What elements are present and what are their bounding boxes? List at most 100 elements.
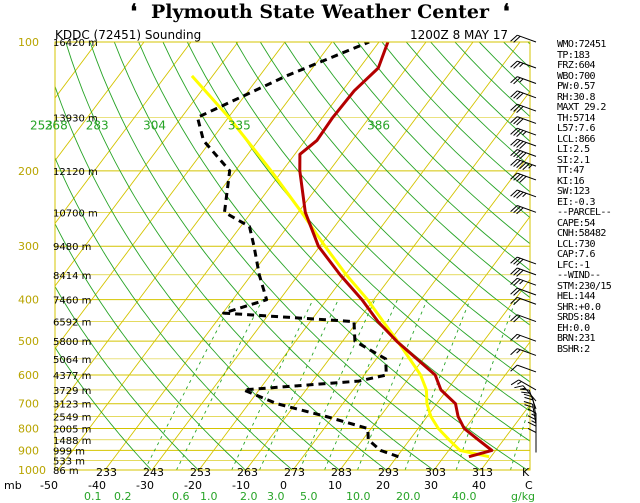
stat-line: KI:16 — [557, 175, 585, 187]
kelvin-tick-label: 293 — [378, 466, 399, 479]
wind-barb-flag — [519, 280, 524, 285]
wind-barb-icon — [510, 296, 537, 306]
wind-barb-icon — [510, 172, 537, 183]
wind-barb-flag — [516, 118, 524, 126]
stat-line: TP:183 — [557, 49, 590, 61]
wind-barb-icon — [527, 415, 537, 440]
mixing-ratio-line — [176, 299, 263, 470]
height-label: 13930 m — [53, 113, 98, 124]
pressure-tick-label: 400 — [18, 294, 39, 307]
wind-barb-flag — [516, 258, 524, 266]
wind-barb-flag — [531, 413, 537, 417]
isotherm-line — [55, 42, 286, 350]
wind-barb-flag — [510, 116, 518, 124]
wind-barb-flag — [531, 420, 537, 424]
wind-barb-flag — [516, 349, 521, 354]
stat-line: TH:5714 — [557, 112, 596, 124]
wind-barb-shaft — [517, 34, 537, 43]
wind-barb-flag — [522, 163, 530, 171]
dry-adiabat-line — [113, 42, 481, 470]
wind-barb-flag — [513, 104, 521, 112]
wind-barb-shaft — [517, 314, 537, 323]
wind-barb-flag — [510, 158, 518, 166]
mixing-ratio-line — [357, 299, 428, 470]
right-flourish-icon: ❛ — [503, 0, 510, 23]
wind-barb-icon — [510, 34, 537, 43]
sounding-header: KDDC (72451) Sounding 1200Z 8 MAY 17 — [0, 28, 640, 44]
wind-barb-icon — [510, 348, 537, 356]
wind-barb-flag — [513, 288, 521, 296]
wind-barb-flag — [513, 160, 521, 167]
wind-barb-flag — [516, 92, 524, 100]
wind-barb-shaft — [517, 116, 537, 124]
wind-barb-flag — [510, 267, 518, 275]
height-label: 999 m — [53, 446, 85, 457]
wind-barb-shaft — [517, 103, 537, 112]
wind-barb-shaft — [517, 189, 537, 198]
dewpoint-profile-line — [196, 42, 399, 459]
height-label: 6592 m — [53, 318, 91, 329]
wind-barb-flag — [519, 176, 527, 183]
parcel-profile-line — [190, 74, 490, 459]
wind-barb-icon — [527, 427, 537, 453]
height-label: 2549 m — [53, 413, 91, 424]
celsius-tick-label: 40 — [472, 479, 486, 492]
mixing-ratio-tick-label: 10.0 — [346, 490, 371, 503]
mixing-ratio-tick-label: 0.1 — [84, 490, 102, 503]
wind-barb-flag — [516, 151, 524, 159]
pressure-tick-label: 100 — [18, 36, 39, 49]
isotherm-line — [433, 341, 530, 470]
dry-adiabat-line — [211, 42, 530, 383]
celsius-tick-label: 0 — [280, 479, 287, 492]
wind-barb-shaft — [517, 149, 537, 157]
kelvin-tick-label: 243 — [143, 466, 164, 479]
wind-barb-flag — [516, 106, 524, 113]
wind-barb-flag — [524, 404, 534, 408]
dry-adiabat-line — [357, 42, 530, 219]
height-label: 12120 m — [53, 167, 98, 178]
pressure-tick-label: 700 — [18, 398, 39, 411]
wind-barb-flag — [510, 314, 518, 322]
wind-barb-shaft — [517, 267, 537, 276]
wind-barb-flag — [510, 103, 518, 111]
wind-barb-flag — [510, 90, 518, 98]
wind-barb-flag — [510, 348, 518, 356]
wind-barb-flag — [519, 142, 527, 149]
stat-line: SW:123 — [557, 186, 590, 197]
stat-line: BRN:231 — [557, 333, 596, 344]
stat-line: PW:0.57 — [557, 81, 596, 92]
dry-adiabat-label: 283 — [86, 118, 109, 132]
dry-adiabat-line — [138, 42, 528, 470]
wind-barb-layer — [510, 34, 537, 453]
wind-barb-shaft — [517, 277, 537, 286]
dry-adiabat-line — [55, 222, 246, 470]
wind-barb-shaft — [517, 127, 537, 136]
dry-adiabat-line — [89, 42, 434, 470]
wind-barb-flag — [519, 78, 524, 83]
wind-barb-flag — [516, 141, 524, 148]
wind-barb-flag — [510, 138, 518, 146]
isotherm-line — [104, 42, 427, 470]
celsius-tick-label: -50 — [40, 479, 58, 492]
isotherm-line — [386, 278, 530, 470]
left-flourish-icon: ❛ — [130, 0, 137, 23]
wind-barb-icon — [510, 149, 537, 160]
stat-line: CAP:7.6 — [557, 249, 596, 260]
wind-barb-flag — [527, 415, 537, 421]
wind-barb-flag — [510, 34, 518, 42]
wind-barb-flag — [513, 91, 521, 99]
kelvin-unit-label: K — [522, 466, 530, 479]
wind-barb-icon — [523, 401, 537, 424]
stat-line: LI:2.5 — [557, 144, 590, 155]
height-label: 10700 m — [53, 208, 98, 219]
dry-adiabat-line — [332, 42, 530, 245]
wind-barb-icon — [510, 314, 537, 323]
isotherm-line — [151, 42, 474, 470]
dry-adiabat-line — [259, 42, 530, 326]
stat-line: FRZ:604 — [557, 60, 596, 71]
wind-barb-flag — [523, 401, 533, 405]
stat-line: CNH:58482 — [557, 228, 606, 239]
wind-barb-flag — [513, 61, 521, 69]
wind-barb-flag — [527, 408, 537, 414]
